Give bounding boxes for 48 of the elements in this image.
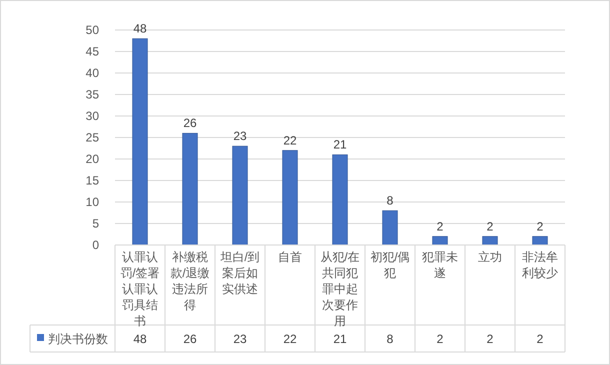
y-tick-label: 35 <box>86 88 100 102</box>
data-label: 21 <box>333 332 347 346</box>
x-tick-label: 从犯/在共同犯罪中起次要作用 <box>320 250 360 328</box>
x-tick-label: 认罪认罚/签署认罪认罚具结书 <box>120 250 160 328</box>
data-label: 2 <box>536 332 544 346</box>
text: 8 <box>386 194 394 208</box>
x-tick-label: 自首 <box>278 250 302 264</box>
y-tick-label: 20 <box>86 152 100 166</box>
y-tick-label: 50 <box>86 23 100 37</box>
text: 48 <box>133 22 147 36</box>
x-tick-label: 坦白/到案后如实供述 <box>219 250 260 296</box>
y-tick-label: 40 <box>86 66 100 80</box>
bar <box>532 236 548 246</box>
bar <box>332 154 348 246</box>
x-tick-label: 初犯/偶犯 <box>370 250 410 280</box>
text: 2 <box>486 219 494 234</box>
text: 2 <box>536 219 544 234</box>
data-label: 8 <box>386 332 394 346</box>
bar <box>432 236 448 246</box>
data-label: 22 <box>283 332 297 346</box>
bar <box>482 236 498 246</box>
data-label: 48 <box>133 332 147 346</box>
x-tick-label: 非法牟利较少 <box>522 250 558 280</box>
x-tick-label: 立功 <box>478 250 502 264</box>
bar <box>382 210 398 246</box>
data-label: 23 <box>233 332 247 346</box>
text: 23 <box>233 129 247 144</box>
text: 21 <box>333 138 347 152</box>
y-tick-label: 0 <box>92 238 100 252</box>
legend-label: 判决书份数 <box>48 332 108 346</box>
data-label: 26 <box>183 332 197 346</box>
y-tick-label: 10 <box>86 195 100 209</box>
text: 2 <box>436 219 444 234</box>
data-label: 2 <box>436 332 444 346</box>
y-tick-label: 15 <box>86 174 100 188</box>
x-tick-label: 犯罪未遂 <box>422 250 458 280</box>
bar <box>132 38 148 246</box>
bar <box>182 132 198 246</box>
y-tick-label: 30 <box>86 109 100 123</box>
y-tick-label: 5 <box>92 216 100 230</box>
y-tick-label: 45 <box>86 44 100 58</box>
bar <box>232 146 248 246</box>
data-label: 2 <box>486 332 494 346</box>
text: 26 <box>183 116 197 130</box>
bar <box>282 150 298 246</box>
y-tick-label: 25 <box>86 130 100 144</box>
text: 22 <box>283 133 297 148</box>
x-tick-label: 补缴税款/退缴违法所得 <box>170 250 210 312</box>
